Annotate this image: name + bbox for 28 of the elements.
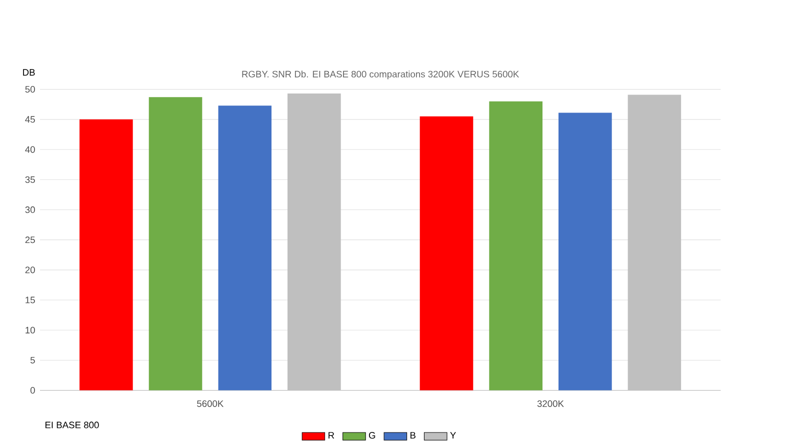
legend-label: G [368, 432, 376, 439]
y-tick-label: 30 [25, 206, 35, 214]
y-tick-label: 25 [25, 236, 35, 244]
legend-label: R [328, 432, 334, 439]
legend-label: B [410, 432, 416, 439]
bar [218, 106, 272, 390]
y-tick-label: 0 [30, 387, 35, 394]
y-tick-label: 50 [25, 86, 35, 93]
y-tick-label: 35 [25, 176, 35, 183]
y-tick-label: 40 [25, 146, 35, 153]
bar [489, 101, 542, 390]
chart-title: RGBY. SNR Db. EI BASE 800 comparations 3200K VERUS 5600K [242, 70, 520, 80]
text: EI BASE 800 [45, 422, 99, 428]
bar [558, 112, 612, 390]
y-tick-label: 15 [26, 296, 35, 304]
bar [80, 119, 133, 390]
x-tick-label: 3200K [537, 400, 564, 407]
y-axis-title: DB [23, 69, 35, 76]
y-tick-label: 20 [25, 266, 35, 274]
y-tick-label: 45 [25, 116, 35, 123]
bar [288, 94, 341, 390]
bar [420, 116, 474, 390]
bar [628, 94, 682, 390]
bar [148, 97, 202, 390]
y-tick-label: 5 [30, 356, 35, 364]
x-tick-label: 5600K [197, 400, 224, 407]
y-tick-label: 10 [26, 326, 35, 334]
legend-label: Y [450, 432, 456, 439]
